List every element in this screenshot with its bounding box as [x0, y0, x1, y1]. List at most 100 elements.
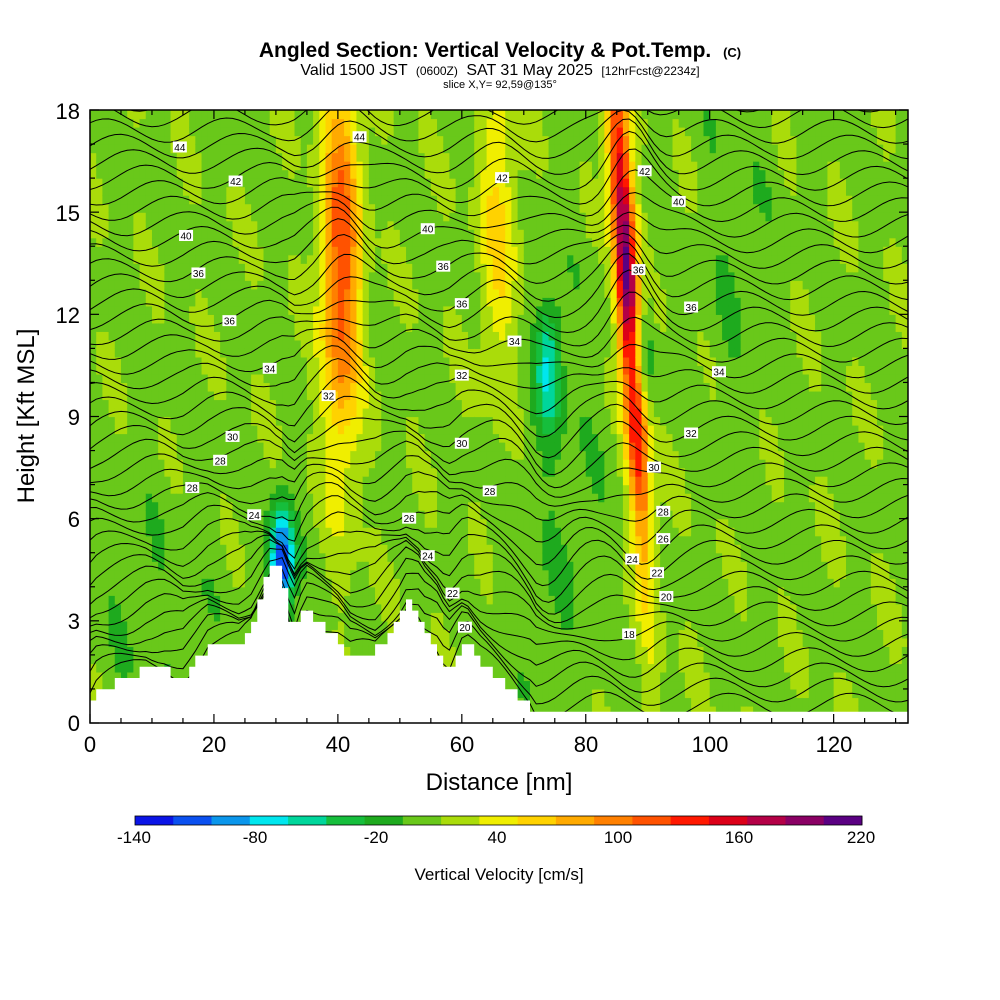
velocity-cell [251, 612, 258, 622]
velocity-cell [443, 271, 451, 281]
velocity-cell [139, 603, 147, 613]
velocity-cell [189, 442, 196, 452]
velocity-cell [158, 646, 165, 656]
velocity-cell [263, 382, 271, 392]
velocity-cell [437, 271, 444, 281]
velocity-cell [474, 365, 482, 375]
velocity-cell [232, 620, 240, 630]
velocity-cell [158, 425, 165, 435]
velocity-cell [238, 535, 246, 545]
velocity-cell [213, 169, 221, 179]
velocity-cell [195, 544, 203, 554]
velocity-cell [244, 152, 252, 162]
velocity-cell [486, 288, 494, 298]
velocity-cell [505, 680, 512, 690]
velocity-cell [282, 390, 289, 401]
velocity-cell [220, 135, 227, 145]
velocity-cell [145, 552, 153, 562]
velocity-cell [139, 356, 147, 367]
velocity-cell [133, 356, 141, 367]
velocity-cell [331, 203, 339, 213]
velocity-cell [437, 382, 444, 392]
velocity-cell [96, 442, 103, 452]
velocity-cell [244, 263, 252, 273]
velocity-cell [263, 135, 271, 145]
velocity-cell [368, 425, 376, 435]
velocity-cell [263, 169, 271, 179]
velocity-cell [449, 595, 457, 605]
velocity-cell [120, 203, 128, 213]
velocity-cell [344, 373, 351, 384]
velocity-cell [176, 118, 184, 128]
velocity-cell [213, 271, 221, 281]
velocity-cell [430, 365, 438, 375]
velocity-cell [331, 620, 339, 630]
velocity-cell [251, 493, 258, 503]
velocity-cell [399, 356, 407, 367]
velocity-cell [505, 407, 512, 418]
velocity-cell [505, 518, 512, 528]
velocity-cell [300, 152, 308, 162]
velocity-cell [232, 484, 240, 494]
velocity-cell [275, 110, 283, 120]
velocity-cell [102, 322, 110, 332]
velocity-cell [381, 629, 389, 639]
velocity-cell [517, 603, 525, 613]
velocity-cell [424, 561, 432, 571]
velocity-cell [269, 144, 277, 154]
velocity-cell [102, 578, 110, 588]
velocity-cell [294, 586, 302, 596]
velocity-cell [195, 161, 203, 171]
velocity-cell [96, 271, 103, 281]
velocity-cell [430, 518, 438, 528]
velocity-cell [263, 407, 271, 418]
velocity-cell [151, 527, 159, 537]
velocity-cell [151, 442, 159, 452]
velocity-cell [164, 527, 172, 537]
velocity-cell [288, 127, 296, 137]
velocity-cell [145, 152, 153, 162]
velocity-cell [251, 110, 258, 120]
velocity-cell [492, 254, 500, 264]
velocity-cell [294, 450, 302, 460]
velocity-cell [325, 407, 333, 418]
velocity-cell [486, 569, 494, 579]
velocity-cell [399, 203, 407, 213]
velocity-cell [331, 280, 339, 290]
velocity-cell [356, 501, 364, 511]
velocity-cell [393, 144, 401, 154]
velocity-cell [480, 314, 488, 324]
velocity-cell [319, 578, 327, 588]
velocity-cell [164, 169, 172, 179]
velocity-cell [492, 118, 500, 128]
velocity-cell [412, 484, 420, 494]
velocity-cell [449, 203, 457, 213]
velocity-cell [176, 569, 184, 579]
velocity-cell [300, 280, 308, 290]
velocity-cell [461, 135, 469, 145]
velocity-cell [455, 203, 463, 213]
velocity-cell [244, 144, 252, 154]
velocity-cell [201, 561, 209, 571]
velocity-cell [387, 212, 395, 222]
velocity-cell [424, 416, 432, 426]
velocity-cell [511, 654, 519, 664]
velocity-cell [195, 459, 203, 469]
velocity-cell [449, 442, 457, 452]
velocity-cell [492, 373, 500, 384]
velocity-cell [263, 518, 271, 528]
velocity-cell [461, 544, 469, 554]
velocity-cell [437, 195, 444, 205]
velocity-cell [201, 373, 209, 384]
velocity-cell [381, 212, 389, 222]
velocity-cell [393, 501, 401, 511]
velocity-cell [480, 493, 488, 503]
velocity-cell [511, 365, 519, 375]
velocity-cell [344, 110, 351, 120]
velocity-cell [257, 161, 265, 171]
velocity-cell [269, 305, 277, 315]
velocity-cell [344, 629, 351, 639]
velocity-cell [120, 365, 128, 375]
velocity-cell [269, 246, 277, 256]
velocity-cell [232, 356, 240, 367]
